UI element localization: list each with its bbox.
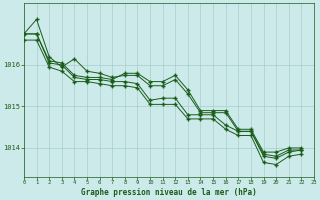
X-axis label: Graphe pression niveau de la mer (hPa): Graphe pression niveau de la mer (hPa)	[81, 188, 257, 197]
